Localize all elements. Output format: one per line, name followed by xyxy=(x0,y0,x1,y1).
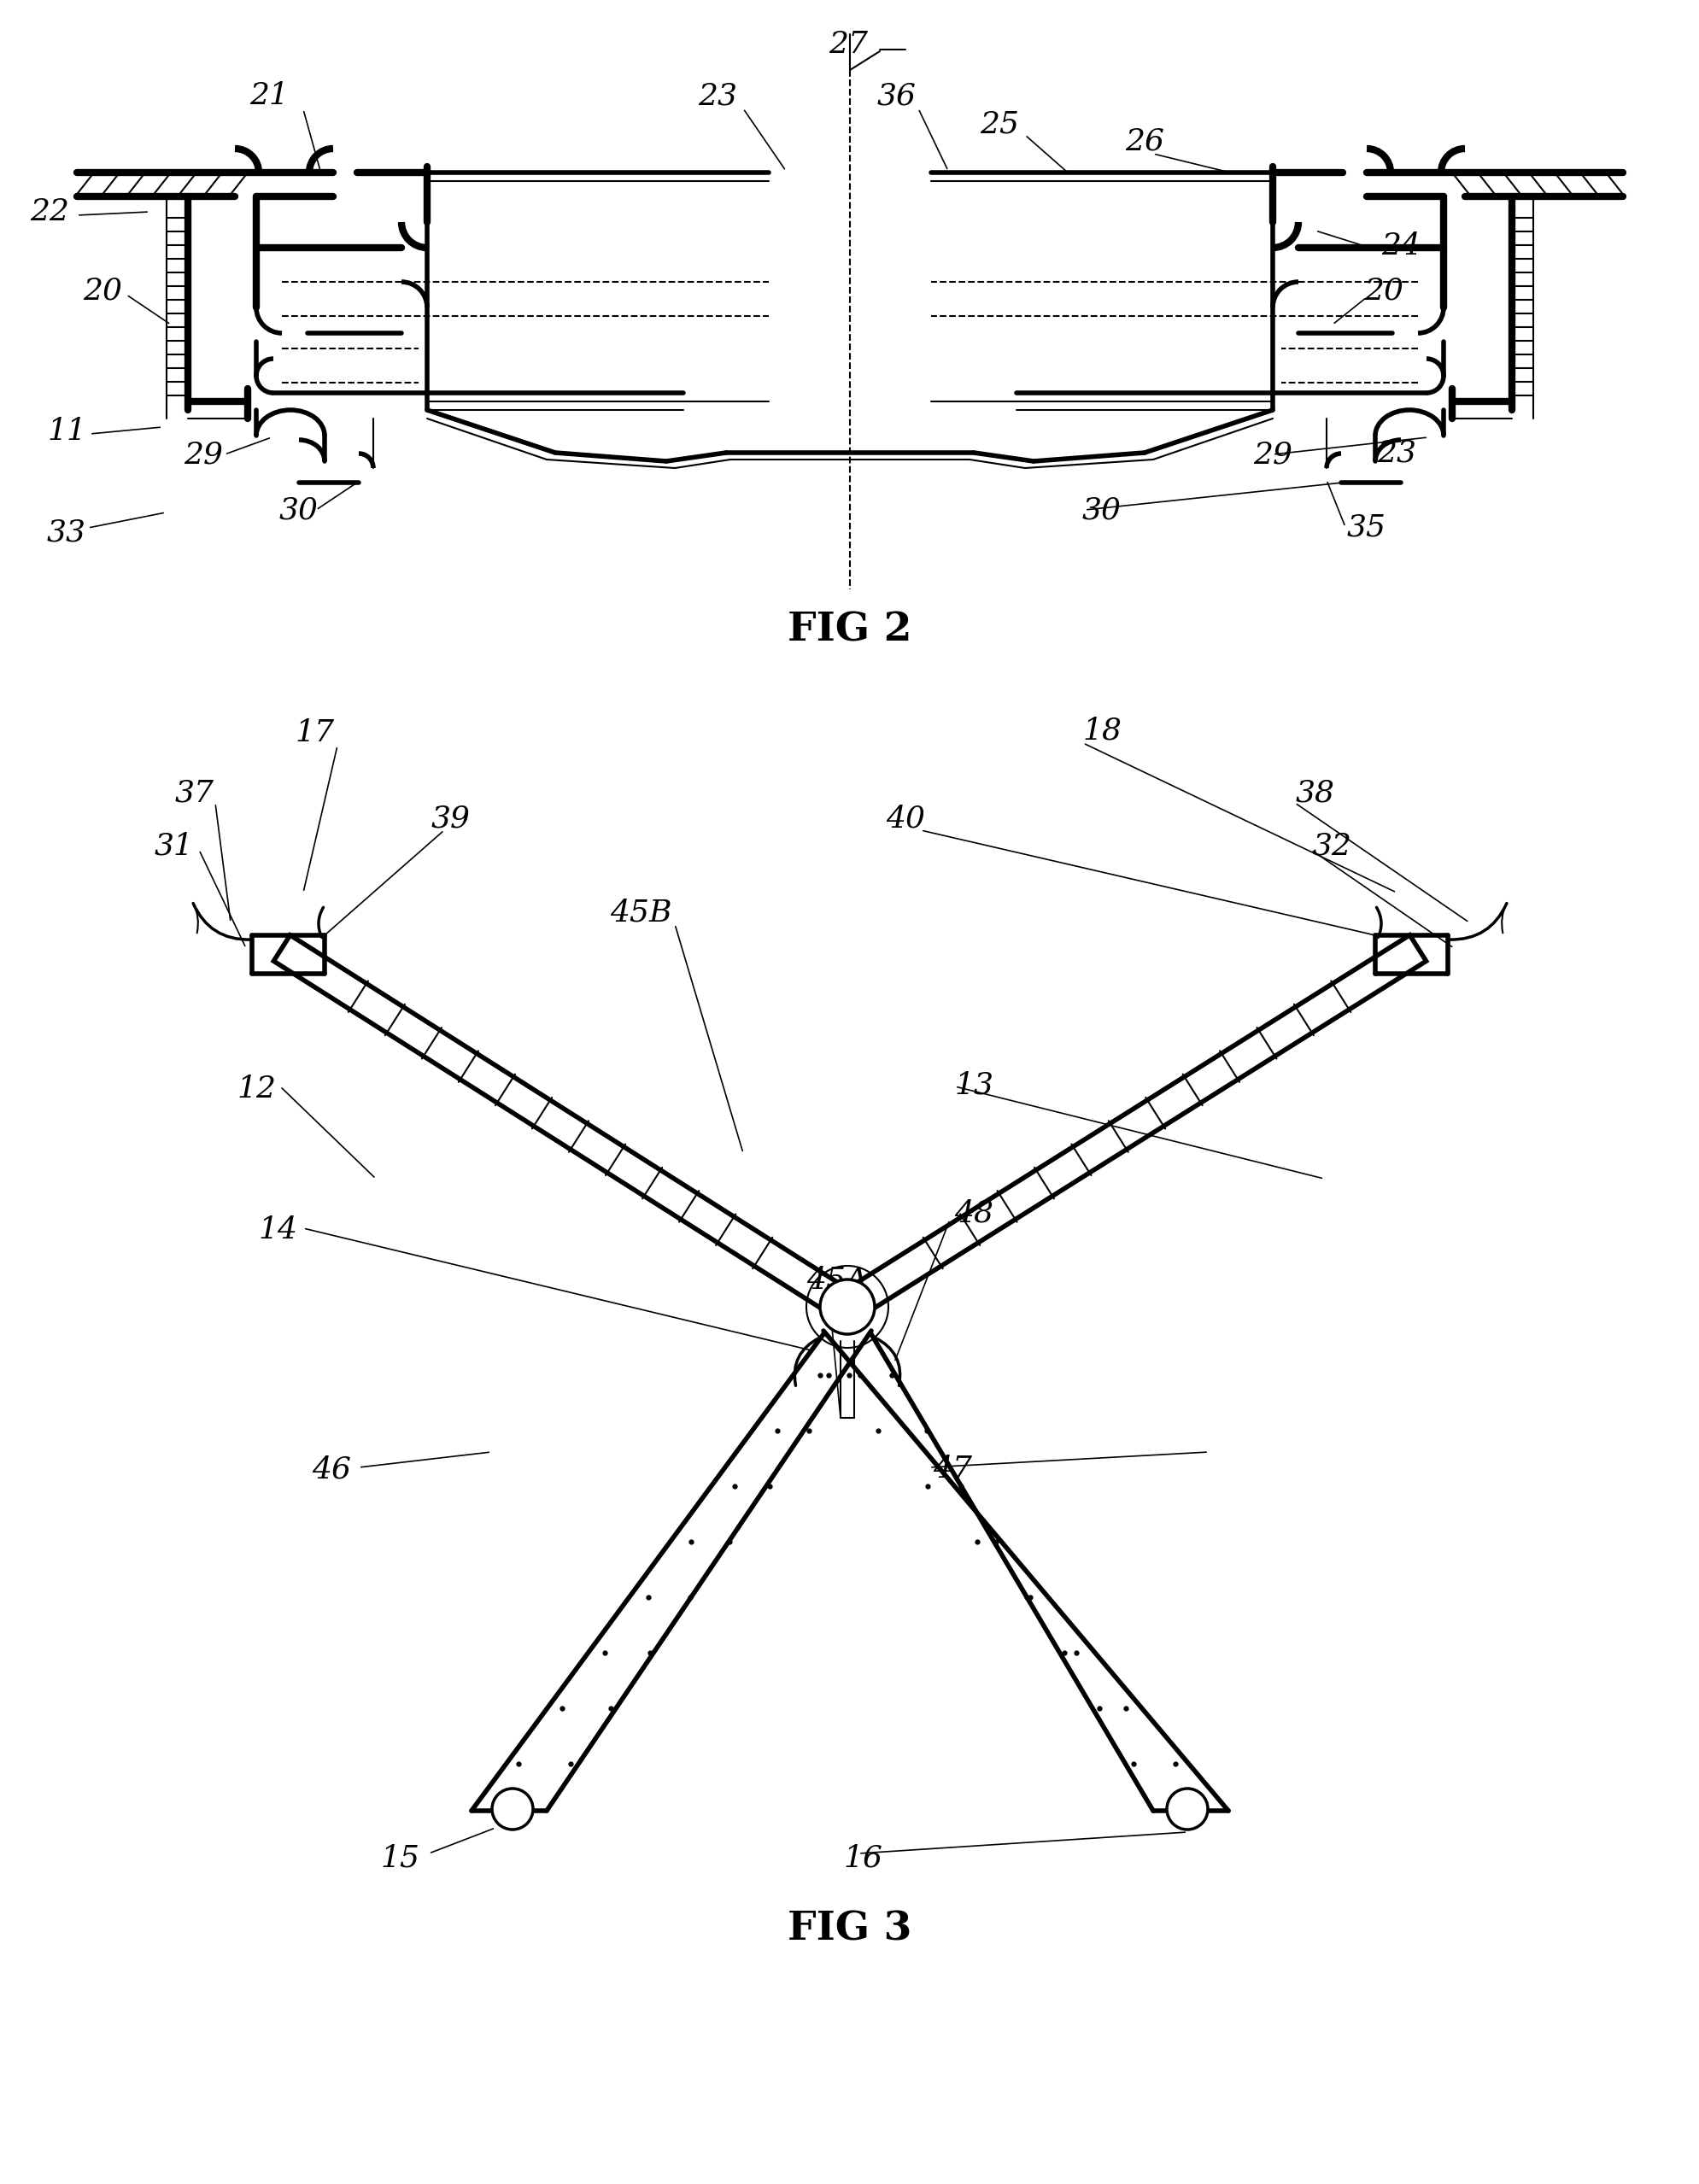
Polygon shape xyxy=(839,935,1425,1319)
Text: 39: 39 xyxy=(432,804,471,832)
Circle shape xyxy=(819,1280,875,1334)
Text: FIG 2: FIG 2 xyxy=(787,609,912,649)
Text: 24: 24 xyxy=(1381,232,1420,260)
Text: 36: 36 xyxy=(877,81,916,109)
Text: 14: 14 xyxy=(258,1216,297,1245)
Text: 25: 25 xyxy=(979,109,1018,138)
Text: 31: 31 xyxy=(155,832,194,860)
Text: 26: 26 xyxy=(1125,127,1164,155)
Text: 45A: 45A xyxy=(805,1265,868,1293)
Text: 23: 23 xyxy=(1376,439,1415,467)
Text: 29: 29 xyxy=(1252,439,1291,470)
Text: 23: 23 xyxy=(698,81,737,109)
Text: 20: 20 xyxy=(83,275,122,306)
Text: 11: 11 xyxy=(48,417,87,446)
Text: 30: 30 xyxy=(1082,496,1121,524)
Circle shape xyxy=(1166,1789,1208,1830)
Text: 46: 46 xyxy=(311,1455,352,1483)
Text: 21: 21 xyxy=(250,81,289,109)
Text: 37: 37 xyxy=(175,778,214,808)
Polygon shape xyxy=(274,935,855,1319)
Text: 22: 22 xyxy=(31,197,70,227)
Text: 17: 17 xyxy=(294,719,333,747)
Text: 48: 48 xyxy=(953,1199,992,1227)
Text: 45B: 45B xyxy=(610,898,671,926)
Text: 32: 32 xyxy=(1312,832,1351,860)
Text: 20: 20 xyxy=(1364,275,1403,306)
Text: 12: 12 xyxy=(236,1075,275,1103)
Text: 35: 35 xyxy=(1346,513,1386,542)
Text: 40: 40 xyxy=(885,804,924,832)
Text: 18: 18 xyxy=(1082,716,1121,745)
Text: FIG 3: FIG 3 xyxy=(787,1909,912,1948)
Text: 27: 27 xyxy=(827,31,868,59)
Circle shape xyxy=(491,1789,533,1830)
Text: 30: 30 xyxy=(279,496,318,524)
Text: 13: 13 xyxy=(953,1070,992,1099)
Text: 38: 38 xyxy=(1295,778,1334,808)
Text: 15: 15 xyxy=(381,1843,420,1872)
Text: 16: 16 xyxy=(843,1843,882,1872)
Text: 33: 33 xyxy=(48,518,87,546)
Text: 47: 47 xyxy=(933,1455,972,1483)
Text: 29: 29 xyxy=(183,439,223,470)
